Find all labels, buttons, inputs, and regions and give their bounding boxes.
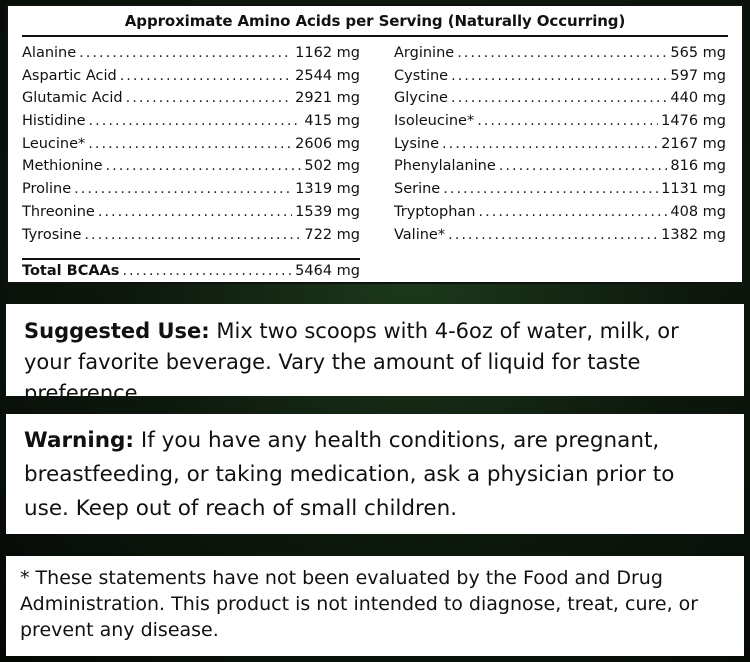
amino-name: Serine [394, 181, 441, 198]
leader-dots: ........................................… [74, 181, 293, 198]
total-bcaa-label: Total BCAAs [22, 263, 120, 279]
amino-row: Tyrosine................................… [22, 224, 360, 247]
leader-dots: ........................................… [79, 45, 292, 61]
leader-dots: ........................................… [119, 67, 292, 84]
amino-amount: 1319 mg [295, 181, 360, 198]
leader-dots: ........................................… [448, 226, 658, 243]
amino-name: Tyrosine [22, 226, 82, 243]
total-bcaa-amount: 5464 mg [295, 263, 360, 279]
warning-label: Warning: [24, 428, 135, 453]
amino-row: Serine..................................… [394, 178, 726, 201]
amino-row: Tryptophan..............................… [394, 201, 726, 224]
amino-row: Glycine.................................… [394, 87, 726, 110]
amino-amount: 565 mg [670, 45, 726, 61]
amino-name: Isoleucine* [394, 113, 475, 130]
amino-amount: 722 mg [304, 226, 360, 243]
total-divider [22, 258, 360, 260]
suggested-use-body: Mix two scoops with 4-6oz of water, milk… [24, 319, 679, 405]
leader-dots: ........................................… [442, 135, 658, 152]
amino-amount: 597 mg [670, 67, 726, 84]
suggested-use-panel: Suggested Use: Mix two scoops with 4-6oz… [6, 304, 744, 405]
amino-right-column: Arginine................................… [394, 42, 726, 246]
amino-name: Arginine [394, 45, 455, 61]
warning-body: If you have any health conditions, are p… [24, 428, 675, 521]
amino-amount: 2606 mg [295, 135, 360, 152]
amino-name: Alanine [22, 45, 77, 61]
leader-dots: ........................................… [88, 135, 292, 152]
amino-name: Glutamic Acid [22, 90, 123, 107]
warning-text: Warning: If you have any health conditio… [24, 424, 726, 526]
total-bcaa-row: Total BCAAs.............................… [22, 260, 360, 283]
leader-dots: ........................................… [457, 45, 667, 61]
amino-name: Leucine* [22, 135, 86, 152]
amino-amount: 1539 mg [295, 203, 360, 220]
warning-panel: Warning: If you have any health conditio… [6, 414, 744, 534]
amino-amount: 2167 mg [661, 135, 726, 152]
amino-name: Threonine [22, 203, 95, 220]
amino-amount: 408 mg [670, 203, 726, 220]
amino-name: Valine* [394, 226, 446, 243]
amino-amount: 415 mg [304, 113, 360, 130]
amino-name: Aspartic Acid [22, 67, 117, 84]
amino-amount: 1476 mg [661, 113, 726, 130]
leader-dots: ........................................… [450, 90, 667, 107]
amino-row: Histidine...............................… [22, 110, 360, 133]
amino-row: Phenylalanine...........................… [394, 155, 726, 178]
amino-amount: 1131 mg [661, 181, 726, 198]
suggested-use-text: Suggested Use: Mix two scoops with 4-6oz… [24, 316, 726, 409]
amino-row: Threonine...............................… [22, 201, 360, 224]
amino-name: Phenylalanine [394, 158, 496, 175]
amino-row: Leucine*................................… [22, 133, 360, 156]
leader-dots: ........................................… [478, 203, 668, 220]
leader-dots: ........................................… [451, 67, 667, 84]
amino-acid-title: Approximate Amino Acids per Serving (Nat… [124, 12, 626, 30]
title-divider [22, 35, 728, 37]
amino-amount: 1162 mg [295, 45, 360, 61]
amino-amount: 816 mg [670, 158, 726, 175]
amino-row: Glutamic Acid...........................… [22, 87, 360, 110]
leader-dots: ........................................… [122, 263, 292, 279]
amino-amount: 2544 mg [295, 67, 360, 84]
amino-name: Glycine [394, 90, 448, 107]
leader-dots: ........................................… [105, 158, 302, 175]
disclaimer-text: * These statements have not been evaluat… [20, 567, 699, 641]
amino-name: Tryptophan [394, 203, 476, 220]
amino-row: Lysine..................................… [394, 133, 726, 156]
amino-amount: 2921 mg [295, 90, 360, 107]
leader-dots: ........................................… [125, 90, 293, 107]
leader-dots: ........................................… [498, 158, 668, 175]
amino-row: Aspartic Acid...........................… [22, 65, 360, 88]
leader-dots: ........................................… [88, 113, 302, 130]
leader-dots: ........................................… [97, 203, 293, 220]
disclaimer-panel: * These statements have not been evaluat… [6, 556, 744, 656]
amino-row: Proline.................................… [22, 178, 360, 201]
amino-name: Cystine [394, 67, 449, 84]
amino-row: Valine*.................................… [394, 224, 726, 247]
leader-dots: ........................................… [443, 181, 658, 198]
amino-amount: 1382 mg [661, 226, 726, 243]
amino-name: Lysine [394, 135, 440, 152]
amino-row: Methionine..............................… [22, 155, 360, 178]
amino-row: Isoleucine*.............................… [394, 110, 726, 133]
amino-acid-panel: Approximate Amino Acids per Serving (Nat… [6, 4, 744, 284]
amino-name: Histidine [22, 113, 86, 130]
amino-name: Methionine [22, 158, 103, 175]
leader-dots: ........................................… [84, 226, 301, 243]
suggested-use-label: Suggested Use: [24, 319, 210, 343]
amino-left-column: Alanine.................................… [22, 42, 360, 246]
amino-amount: 502 mg [304, 158, 360, 175]
amino-row: Arginine................................… [394, 42, 726, 65]
amino-row: Cystine.................................… [394, 65, 726, 88]
amino-row: Alanine.................................… [22, 42, 360, 65]
leader-dots: ........................................… [477, 113, 658, 130]
amino-name: Proline [22, 181, 72, 198]
amino-amount: 440 mg [670, 90, 726, 107]
